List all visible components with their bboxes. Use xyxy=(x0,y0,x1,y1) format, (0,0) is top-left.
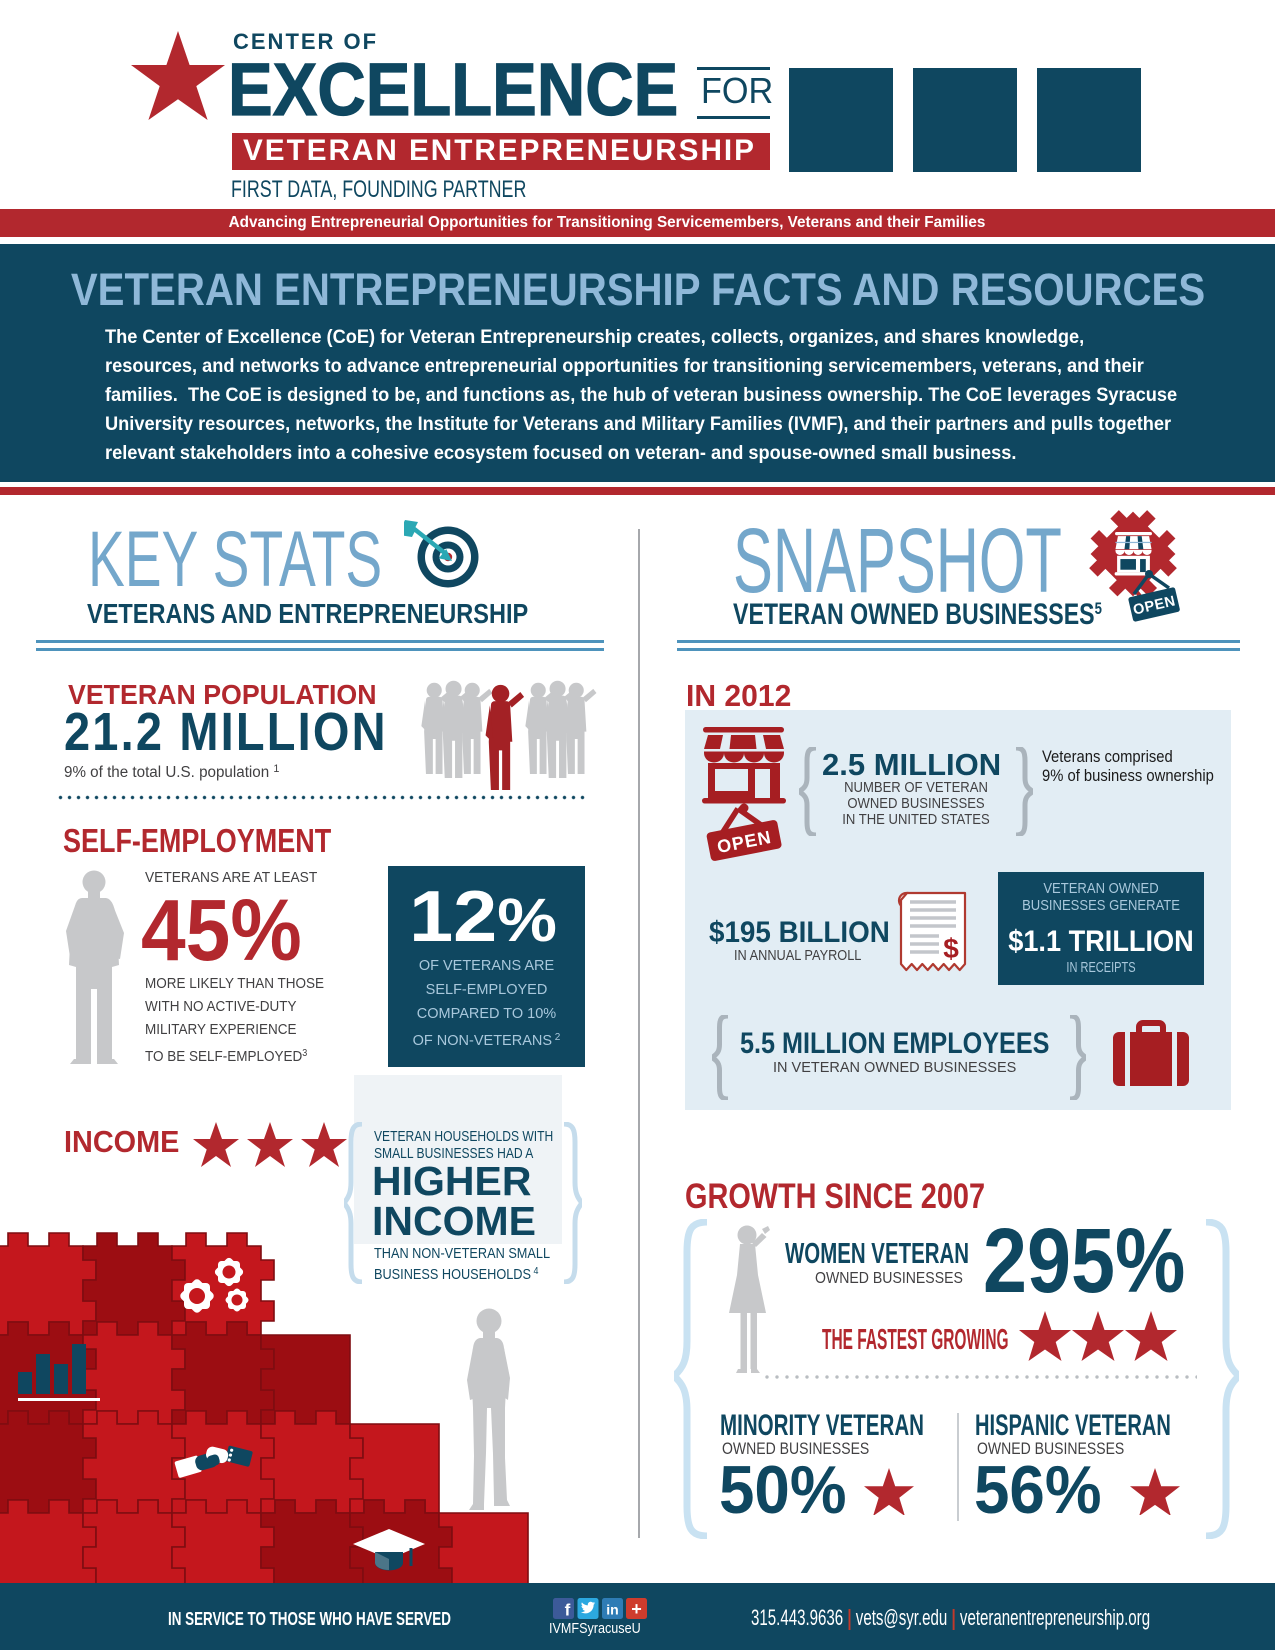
svg-text:in: in xyxy=(606,1602,618,1618)
svg-text:f: f xyxy=(565,1601,571,1620)
svg-text:+: + xyxy=(631,1599,642,1619)
svg-text:$: $ xyxy=(943,933,959,964)
